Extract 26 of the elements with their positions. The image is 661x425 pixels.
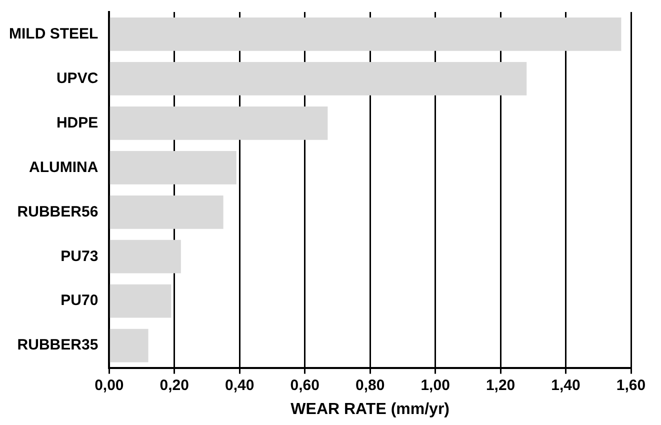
- y-tick-label: UPVC: [56, 70, 98, 87]
- y-tick-label: RUBBER35: [17, 336, 98, 354]
- bar: [110, 328, 148, 362]
- x-tick-label: 0,60: [290, 376, 320, 394]
- bar: [110, 150, 236, 184]
- bar: [110, 62, 527, 96]
- x-tick-label: 0,80: [355, 376, 385, 394]
- x-tick-label: 1,40: [551, 376, 580, 394]
- bar: [110, 18, 622, 51]
- y-tick-label: PU70: [60, 292, 98, 310]
- bar: [110, 106, 328, 140]
- x-axis-title: WEAR RATE (mm/yr): [290, 400, 450, 418]
- x-tick-label: 0,40: [225, 376, 254, 394]
- y-tick-label: PU73: [60, 248, 98, 265]
- bar: [110, 240, 181, 274]
- y-tick-label: MILD STEEL: [8, 25, 98, 42]
- x-tick-label: 1,60: [616, 376, 646, 394]
- x-tick-label: 1,00: [420, 376, 450, 394]
- y-tick-label: HDPE: [56, 114, 98, 132]
- y-tick-label: ALUMINA: [29, 158, 98, 176]
- x-tick-label: 0,20: [160, 376, 189, 394]
- bar: [110, 284, 172, 318]
- bar: [110, 195, 224, 229]
- x-tick-label: 0,00: [94, 376, 124, 394]
- x-tick-label: 1,20: [486, 376, 516, 394]
- y-tick-label: RUBBER56: [17, 203, 98, 220]
